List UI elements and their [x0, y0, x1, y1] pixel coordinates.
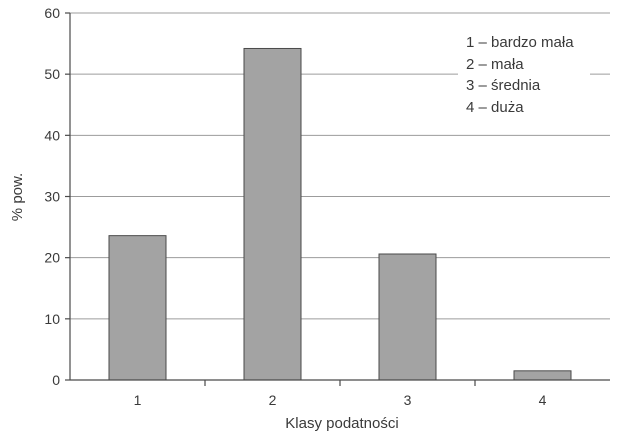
legend: 1 – bardzo mała 2 – mała 3 – średnia 4 –… — [458, 28, 590, 123]
y-tick-label: 0 — [52, 372, 60, 388]
x-tick-label: 2 — [269, 392, 277, 408]
x-tick-label: 1 — [134, 392, 142, 408]
x-tick-label: 3 — [404, 392, 412, 408]
y-tick-label: 60 — [44, 5, 60, 21]
y-tick-label: 10 — [44, 311, 60, 327]
bar-1 — [108, 235, 167, 381]
x-ticks: 1 2 3 4 — [134, 380, 547, 408]
bar-3 — [378, 253, 437, 381]
y-tick-label: 50 — [44, 66, 60, 82]
y-tick-label: 20 — [44, 250, 60, 266]
y-axis-label: % pow. — [9, 173, 26, 221]
legend-entry-4: 4 – duża — [466, 99, 524, 116]
y-ticks: 0 10 20 30 40 50 60 — [44, 5, 70, 388]
bar-4 — [513, 370, 572, 381]
x-tick-label: 4 — [539, 392, 547, 408]
legend-entry-1: 1 – bardzo mała — [466, 34, 574, 51]
legend-background — [458, 28, 590, 123]
y-tick-label: 30 — [44, 189, 60, 205]
legend-entry-3: 3 – średnia — [466, 77, 541, 94]
y-tick-label: 40 — [44, 127, 60, 143]
x-axis-label: Klasy podatności — [285, 415, 398, 432]
bars — [108, 47, 572, 381]
legend-entry-2: 2 – mała — [466, 56, 524, 73]
bar-2 — [243, 47, 302, 381]
